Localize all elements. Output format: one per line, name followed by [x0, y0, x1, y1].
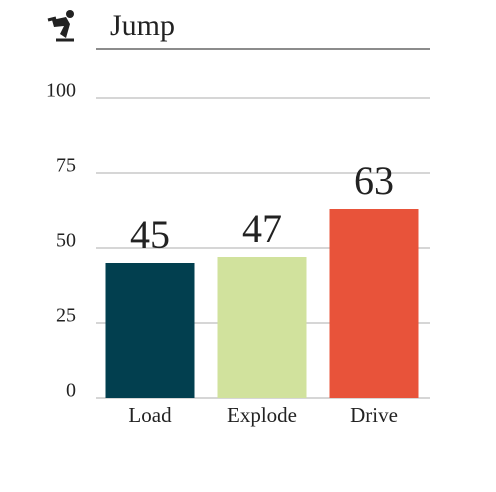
y-tick-label: 100: [46, 80, 76, 102]
y-tick-label: 50: [56, 230, 76, 252]
jump-icon: [47, 10, 74, 42]
value-label: 47: [242, 206, 282, 251]
y-tick-label: 75: [56, 155, 76, 177]
y-tick-label: 0: [66, 380, 76, 402]
x-tick-label: Explode: [227, 403, 297, 427]
value-label: 63: [354, 158, 394, 203]
x-tick-label: Load: [128, 403, 172, 427]
chart-title: Jump: [110, 9, 175, 42]
bar: [105, 263, 195, 398]
x-tick-label: Drive: [350, 403, 398, 427]
value-label: 45: [130, 212, 170, 257]
bar: [329, 209, 419, 398]
y-tick-label: 25: [56, 305, 76, 327]
bar: [217, 257, 307, 398]
